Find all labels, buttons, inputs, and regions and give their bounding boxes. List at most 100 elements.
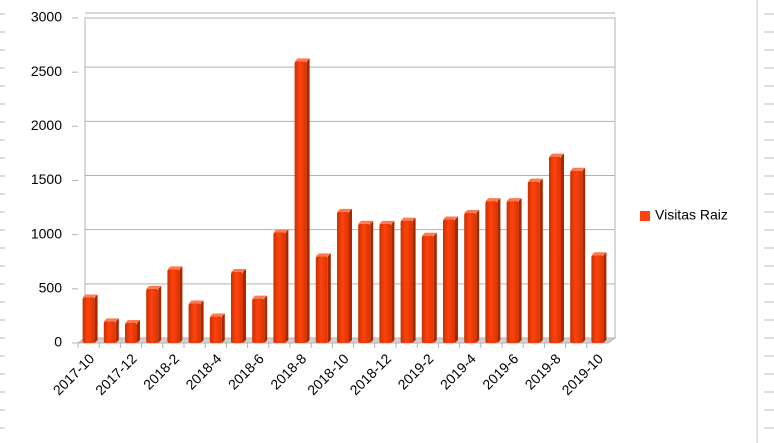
bar (337, 211, 349, 343)
bar-side (412, 217, 416, 343)
bar (591, 255, 604, 343)
bar-top (294, 58, 310, 62)
bar-side (370, 220, 374, 343)
x-tick-label: 2019-6 (479, 350, 521, 392)
bar-top (358, 220, 374, 224)
bar-side (518, 198, 522, 343)
bar-side (179, 266, 183, 343)
bar (188, 303, 201, 343)
bar-side (561, 153, 564, 343)
bar-top (591, 252, 607, 256)
bar-top (82, 294, 98, 298)
bar-side (158, 285, 162, 343)
x-tick-label: 2018-4 (182, 350, 224, 392)
bar-top (443, 216, 458, 220)
bar-side (539, 178, 543, 343)
bar-side (200, 300, 204, 343)
bar-side (349, 208, 352, 343)
bar-top (506, 198, 522, 202)
y-tick-label: 2500 (31, 63, 62, 79)
bar-top (421, 232, 437, 236)
bar (570, 170, 583, 343)
bar (485, 201, 498, 343)
bar-side (264, 295, 268, 343)
bar (358, 223, 371, 343)
bar-side (497, 198, 501, 343)
bar (379, 223, 392, 343)
bar-top (103, 318, 119, 322)
x-tick-label: 2019-2 (394, 350, 436, 392)
bar-top (549, 153, 564, 157)
bar (464, 213, 477, 343)
x-tick-label: 2019-4 (437, 350, 479, 392)
bar (231, 272, 243, 343)
bar-top (209, 313, 225, 317)
bar (443, 219, 455, 343)
bar-top (273, 229, 289, 233)
bar-top (167, 266, 183, 270)
legend-label: Visitas Raiz (655, 207, 728, 223)
bar-side (243, 269, 246, 343)
x-tick-label: 2017-10 (50, 350, 98, 398)
bar-side (94, 294, 98, 343)
y-tick-label: 2000 (31, 117, 62, 133)
bar (506, 201, 519, 343)
bar-side (476, 210, 480, 343)
sheet-marks (0, 13, 774, 429)
bar (252, 298, 265, 343)
y-tick-label: 500 (39, 280, 63, 296)
x-tick-label: 2018-6 (225, 350, 267, 392)
bar-side (327, 253, 331, 343)
x-tick-label: 2018-12 (346, 350, 394, 398)
y-tick-label: 0 (54, 334, 62, 350)
x-tick-label: 2019-8 (522, 350, 564, 392)
bar-top (315, 253, 331, 257)
x-tick-label: 2019-10 (558, 350, 606, 398)
bar (273, 232, 286, 343)
bar-side (221, 313, 225, 343)
y-tick-label: 1000 (31, 225, 62, 241)
bar-top (379, 220, 395, 224)
bar (549, 156, 561, 343)
bar-side (115, 318, 119, 343)
bar (103, 321, 116, 343)
bar-top (400, 217, 416, 221)
x-tick-label: 2018-2 (140, 350, 182, 392)
y-tick-label: 1500 (31, 171, 62, 187)
bar (82, 297, 95, 343)
bar-top (252, 295, 268, 299)
bar-side (603, 252, 607, 343)
bar-side (433, 232, 437, 343)
bar-side (137, 319, 140, 343)
bar-top (146, 285, 162, 289)
bar-side (582, 167, 586, 343)
x-tick-label: 2018-8 (267, 350, 309, 392)
bar (167, 269, 180, 343)
bar-top (188, 300, 204, 304)
bar-side (306, 58, 310, 343)
bar-side (455, 216, 458, 343)
bar (125, 322, 137, 343)
bar (209, 316, 222, 343)
bar-side (391, 220, 395, 343)
bar (146, 288, 159, 343)
bar (400, 220, 413, 343)
bar (421, 235, 434, 343)
bar-side (285, 229, 289, 343)
bar-top (231, 269, 246, 273)
x-tick-label: 2018-10 (304, 350, 352, 398)
bar-top (485, 198, 501, 202)
bar-top (527, 178, 543, 182)
bar-top (125, 319, 140, 323)
bar-top (570, 167, 586, 171)
bar-top (464, 210, 480, 213)
legend-swatch (640, 211, 650, 221)
y-tick-label: 3000 (31, 9, 62, 25)
bar (294, 61, 307, 343)
bar (527, 181, 540, 343)
bar-top (337, 208, 352, 212)
x-tick-label: 2017-12 (92, 350, 140, 398)
bar (315, 256, 328, 343)
